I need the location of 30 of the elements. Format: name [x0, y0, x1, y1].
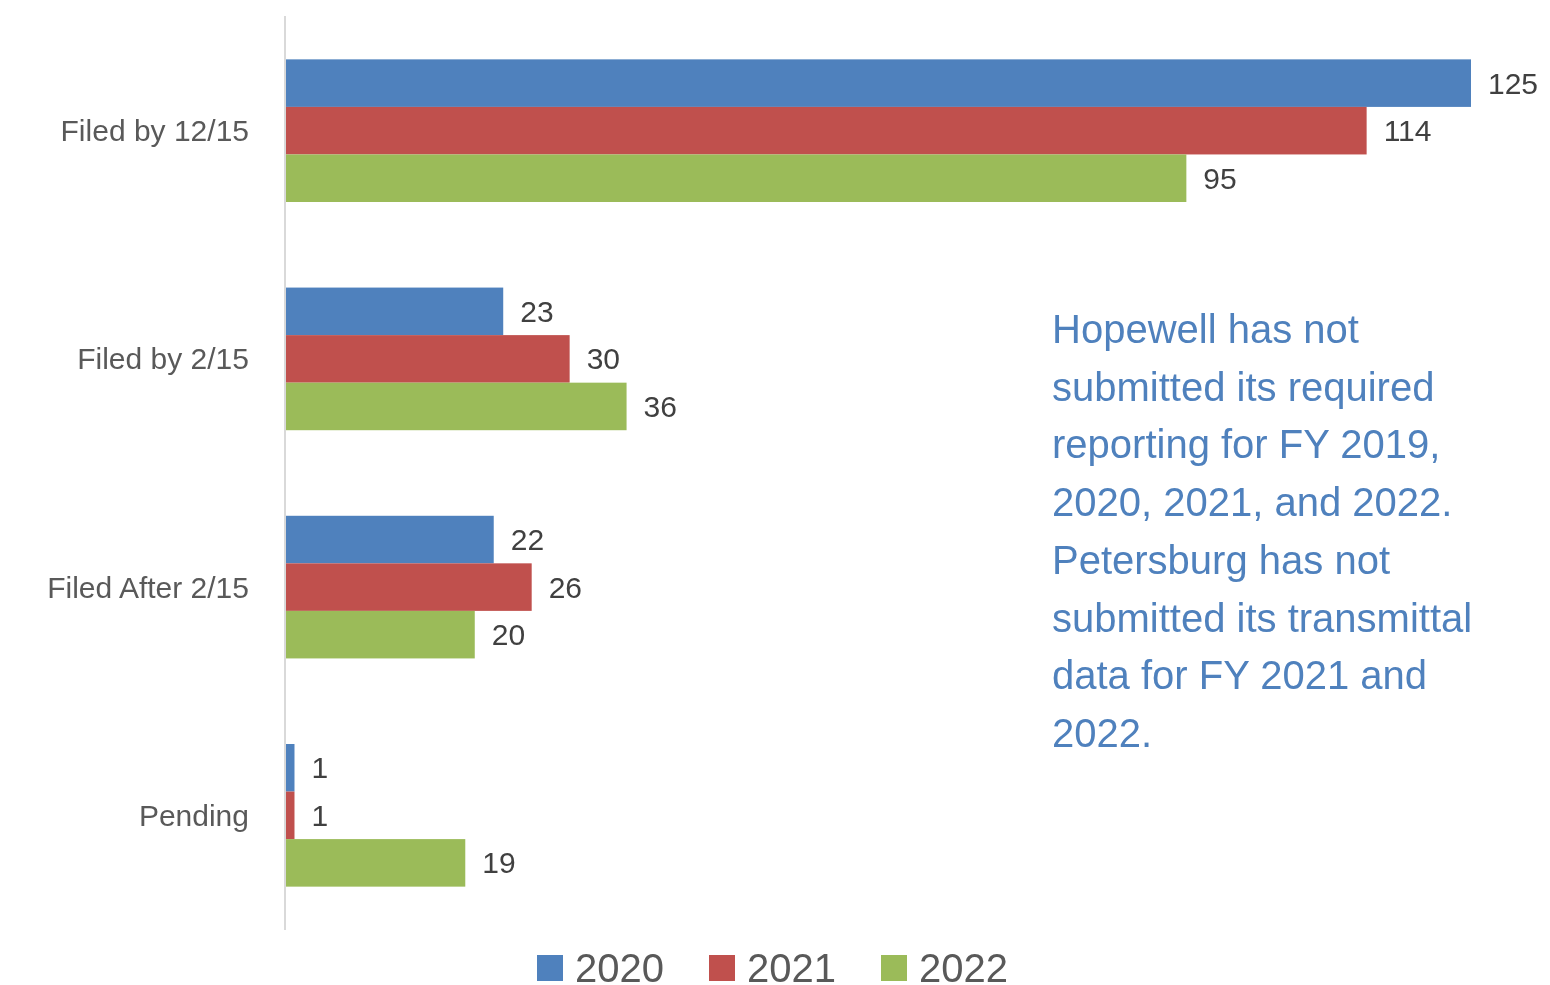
- data-label: 19: [482, 846, 516, 880]
- bar: [285, 382, 627, 431]
- y-tick-label: Filed by 12/15: [60, 114, 249, 148]
- bar: [285, 335, 570, 383]
- bar: [285, 106, 1367, 155]
- legend-label: 2022: [919, 946, 1008, 985]
- data-label: 22: [510, 523, 545, 557]
- bar: [285, 839, 466, 887]
- bar: [285, 563, 532, 611]
- bar: [285, 154, 1187, 202]
- y-tick-label: Filed After 2/15: [47, 570, 249, 604]
- y-tick-label: Filed by 2/15: [77, 342, 249, 376]
- data-label: 1: [311, 751, 329, 785]
- data-label: 114: [1383, 114, 1432, 148]
- legend-label: 2021: [747, 946, 836, 985]
- data-label: 26: [548, 570, 583, 604]
- data-label: 23: [520, 294, 554, 328]
- bar: [285, 515, 494, 564]
- legend-label: 2020: [575, 946, 664, 985]
- bar: [285, 59, 1471, 107]
- data-label: 20: [491, 618, 526, 652]
- bar: [285, 610, 475, 659]
- y-tick-label: Pending: [138, 798, 249, 832]
- data-label: 36: [643, 389, 677, 423]
- annotation: Hopewell has not submitted its required reporting for FY 2019, 2020, 2021, and 2022. Petersburg has not submitted its transmittal data for FY 2021 and 2022.: [1052, 307, 1473, 755]
- data-label: 30: [586, 342, 621, 376]
- data-label: 1: [311, 798, 329, 832]
- bar: [285, 287, 504, 336]
- data-label: 95: [1203, 161, 1237, 195]
- data-label: 125: [1488, 66, 1539, 100]
